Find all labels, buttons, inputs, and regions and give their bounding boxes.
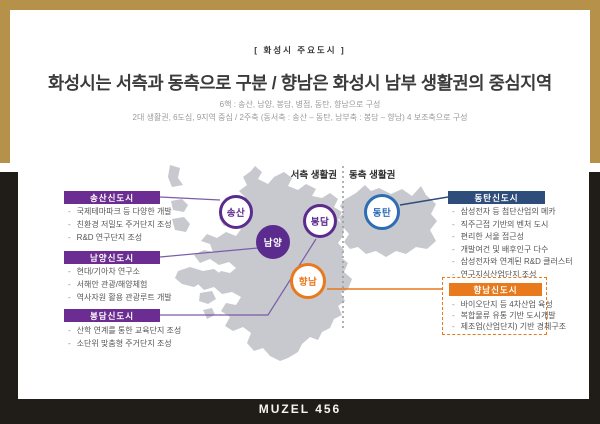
map-island-5 <box>199 291 216 304</box>
panel-item: 개발여건 및 배후인구 다수 <box>452 244 573 257</box>
map-west-body <box>194 166 352 361</box>
subtitle-line1: 6핵 : 송산, 남양, 봉담, 병점, 동탄, 향남으로 구성 <box>219 100 381 109</box>
connector-dongtan <box>399 196 449 206</box>
panel-items-hyangnam: 바이오단지 등 4차산업 육성 복합물류 유통 기반 도시개발 제조업(산업단지… <box>452 299 566 332</box>
panel-items-songsan: 국제테마파크 등 다양한 개발 친환경 저밀도 주거단지 조성 R&D 연구단지… <box>68 205 172 244</box>
panel-items-namyang: 현대/기아차 연구소 서해안 관광/해양체험 역사자원 활용 관광루트 개발 <box>68 265 172 304</box>
panel-item: 삼성전자와 연계된 R&D 클러스터 <box>452 256 573 269</box>
gold-right-border <box>590 10 600 163</box>
gold-left-border <box>0 10 10 163</box>
panel-header-bongdam: 봉담신도시 <box>64 309 160 322</box>
panel-item: 바이오단지 등 4차산업 육성 <box>452 299 566 310</box>
map-island-4 <box>175 267 222 287</box>
gold-top-border <box>0 0 600 10</box>
panel-item: 제조업(산업단지) 기반 경제구조 <box>452 321 566 332</box>
city-marker-hyangnam: 향남 <box>290 263 326 299</box>
city-marker-songsan: 송산 <box>219 195 253 229</box>
east-region-label: 동측 생활권 <box>349 170 396 181</box>
map-island-2 <box>171 199 188 212</box>
slide-tag: [ 화성시 주요도시 ] <box>254 45 346 55</box>
panel-item: 삼성전자 등 첨단산업의 메카 <box>452 206 573 219</box>
panel-header-dongtan: 동탄신도시 <box>448 191 545 204</box>
panel-item: 역사자원 활용 관광루트 개발 <box>68 291 172 304</box>
west-region-label: 서측 생활권 <box>290 170 337 181</box>
panel-item: 직주근접 기반의 벤처 도시 <box>452 219 573 232</box>
connector-namyang <box>159 247 259 258</box>
black-bottom-bar <box>0 399 600 424</box>
panel-header-hyangnam: 향남신도시 <box>449 283 542 296</box>
panel-item: 편리한 서울 접근성 <box>452 231 573 244</box>
panel-item: 서해안 관광/해양체험 <box>68 278 172 291</box>
panel-item: 국제테마파크 등 다양한 개발 <box>68 205 172 218</box>
panel-items-dongtan: 삼성전자 등 첨단산업의 메카 직주근접 기반의 벤처 도시 편리한 서울 접근… <box>452 206 573 281</box>
panel-item: 산학 연계를 통한 교육단지 조성 <box>68 324 182 337</box>
city-marker-dongtan: 동탄 <box>364 194 400 230</box>
panel-items-bongdam: 산학 연계를 통한 교육단지 조성 소단위 맞춤형 주거단지 조성 <box>68 324 182 350</box>
page-title: 화성시는 서측과 동측으로 구분 / 향남은 화성시 남부 생활권의 중심지역 <box>48 73 552 93</box>
black-right-border <box>589 172 600 424</box>
subtitle-line2: 2대 생활권, 6도심, 9지역 중심 / 2주축 (동서축 : 송산 – 동탄… <box>132 113 468 122</box>
panel-item: 복합물류 유통 기반 도시개발 <box>452 310 566 321</box>
panel-header-namyang: 남양신도시 <box>64 251 160 264</box>
panel-item: 연구지식산업단지 조성 <box>452 269 573 282</box>
panel-item: 현대/기아차 연구소 <box>68 265 172 278</box>
panel-header-songsan: 송산신도시 <box>64 191 160 204</box>
map-island-1 <box>168 165 183 187</box>
panel-item: 친환경 저밀도 주거단지 조성 <box>68 218 172 231</box>
brand-logo: MUZEL 456 <box>258 402 342 416</box>
black-left-border <box>0 172 18 424</box>
panel-item: R&D 연구단지 조성 <box>68 231 172 244</box>
city-marker-namyang: 남양 <box>256 225 290 259</box>
city-marker-bongdam: 봉담 <box>303 204 337 238</box>
map-island-6 <box>203 308 215 319</box>
map-island-3 <box>172 217 190 232</box>
connector-songsan <box>159 196 221 201</box>
panel-item: 소단위 맞춤형 주거단지 조성 <box>68 337 181 350</box>
